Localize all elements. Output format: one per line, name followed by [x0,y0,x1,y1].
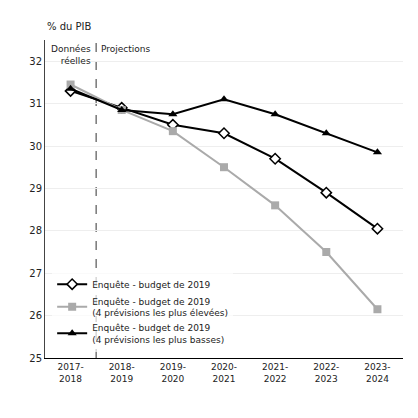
svg-text:2023-2024: 2023-2024 [364,362,390,384]
svg-text:27: 27 [29,268,42,279]
svg-text:2017-2018: 2017-2018 [57,362,83,384]
svg-text:29: 29 [29,183,42,194]
svg-text:25: 25 [29,353,42,364]
svg-text:2020-2021: 2020-2021 [211,362,237,384]
svg-text:2018-2019: 2018-2019 [109,362,135,384]
svg-text:Enquête - budget de 2019: Enquête - budget de 2019 [92,280,210,290]
svg-text:31: 31 [29,98,42,109]
svg-text:28: 28 [29,225,42,236]
svg-text:30: 30 [29,141,42,152]
svg-text:2021-2022: 2021-2022 [262,362,288,384]
svg-text:32: 32 [29,56,42,67]
svg-text:26: 26 [29,310,42,321]
svg-text:Enquête - budget de 2019(4 pré: Enquête - budget de 2019(4 prévisions le… [92,297,228,319]
svg-text:Enquête - budget de 2019(4 pré: Enquête - budget de 2019(4 prévisions le… [92,323,224,345]
svg-text:Projections: Projections [101,44,151,54]
svg-text:% du PIB: % du PIB [47,21,92,32]
svg-text:Donnéesréelles: Donnéesréelles [51,44,91,66]
svg-text:2019-2020: 2019-2020 [160,362,186,384]
svg-text:2022-2023: 2022-2023 [313,362,339,384]
